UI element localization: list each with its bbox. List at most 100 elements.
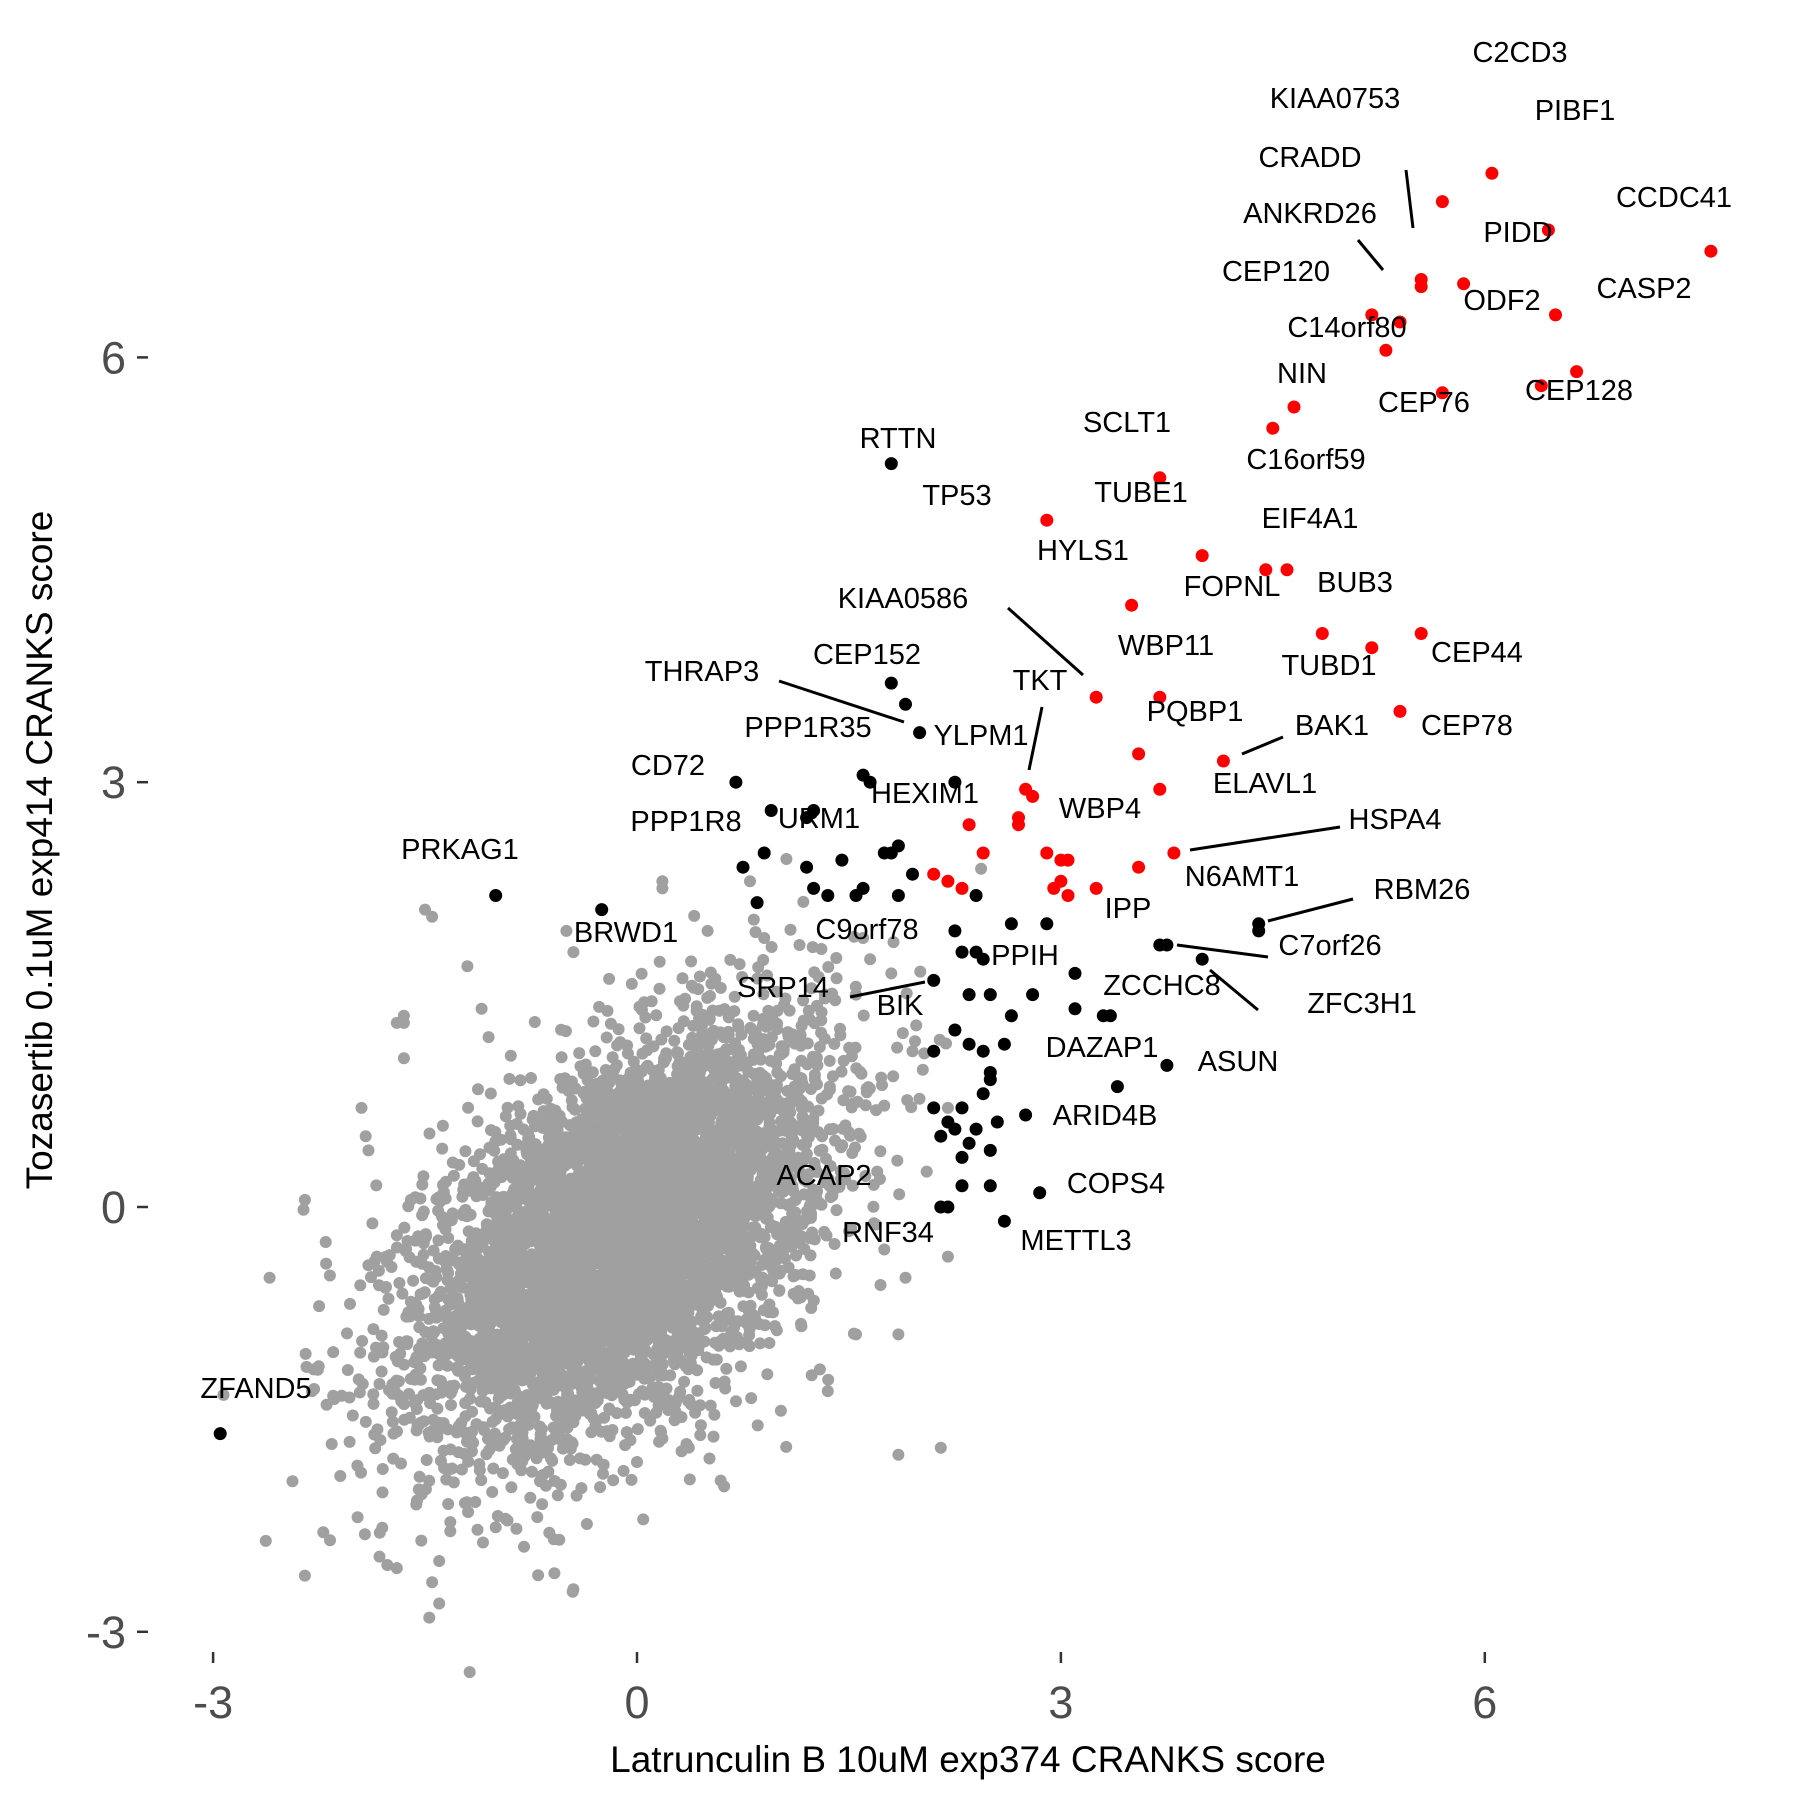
background-point [356,1335,369,1347]
background-point [828,1037,841,1050]
background-point [694,1419,707,1432]
background-point [436,1142,449,1155]
background-point [437,1186,450,1199]
background-point [562,1085,575,1097]
background-point [414,1192,427,1205]
background-point [410,1403,423,1415]
background-point [498,1263,511,1275]
background-point [692,983,705,996]
background-point [683,1473,696,1486]
background-point [727,1093,740,1106]
background-point [715,1334,728,1347]
background-point [774,1070,787,1083]
background-point [554,1073,567,1086]
background-point [685,955,698,968]
background-point [465,1445,478,1458]
background-point [668,1034,681,1047]
background-point [462,1455,475,1468]
background-point [286,1475,299,1488]
background-point [491,1510,504,1522]
background-point [780,853,793,865]
background-point [798,1188,811,1201]
background-point [483,1444,496,1457]
background-point [727,1124,740,1137]
background-point [874,1145,887,1158]
background-point [387,1452,400,1465]
background-point [390,1374,403,1387]
background-point [399,1245,412,1258]
background-point [344,1297,356,1310]
background-point [650,1009,663,1022]
background-point [795,1072,808,1085]
background-point [607,1474,620,1487]
background-point [451,1239,464,1252]
background-point [842,1085,855,1098]
background-point [554,1478,567,1491]
background-point [217,1388,230,1401]
background-point [464,1430,477,1443]
background-point [804,1013,817,1026]
background-point [444,1516,457,1529]
background-point [914,965,927,978]
background-point [386,1415,399,1428]
background-point [446,1156,459,1169]
background-point [765,1219,778,1231]
background-point [489,1413,502,1426]
background-point [369,1442,382,1455]
background-point [426,1274,438,1287]
background-point [354,1279,367,1292]
background-point [867,1200,880,1213]
background-point [818,1225,831,1238]
background-point [471,1115,484,1128]
background-point [638,996,651,1009]
background-point [529,1156,542,1169]
background-point [708,1408,721,1421]
background-point [521,1148,534,1161]
background-point [563,1454,576,1466]
background-point [373,1378,386,1390]
background-point [418,1350,431,1363]
background-point [703,1452,716,1465]
background-point [387,1427,400,1440]
background-point [580,1518,593,1530]
background-point [317,1526,330,1539]
background-point [704,1399,717,1412]
background-point [327,1346,340,1359]
background-point [735,1145,748,1158]
background-point [569,1410,582,1422]
background-point [381,1559,394,1571]
background-point [830,952,843,964]
background-point [678,1375,691,1388]
background-point [822,1373,835,1386]
background-point [531,1511,544,1524]
background-point [655,1426,667,1439]
background-point [900,987,913,1000]
background-point [653,982,666,995]
background-point [259,1534,272,1547]
background-point [381,1255,393,1268]
background-point [940,1037,952,1050]
background-point [694,1429,707,1442]
background-point [790,1249,803,1262]
background-point [795,1317,807,1330]
background-point [416,1178,429,1191]
background-point [795,1019,808,1032]
background-point [827,1122,840,1135]
background-point [901,1094,914,1107]
background-point [511,1458,524,1471]
background-point [373,1550,386,1563]
background-point [755,1273,768,1286]
background-point [423,1127,436,1140]
background-point [679,992,692,1005]
background-point [586,1066,599,1079]
background-point [505,1481,518,1494]
background-point [757,988,770,1001]
background-point [640,1032,653,1045]
background-point [636,1047,649,1060]
background-point [343,1435,356,1448]
background-point [396,1287,409,1300]
background-point [496,1467,509,1480]
background-point [720,1362,733,1375]
background-point [869,1218,882,1231]
background-point [631,1423,644,1436]
